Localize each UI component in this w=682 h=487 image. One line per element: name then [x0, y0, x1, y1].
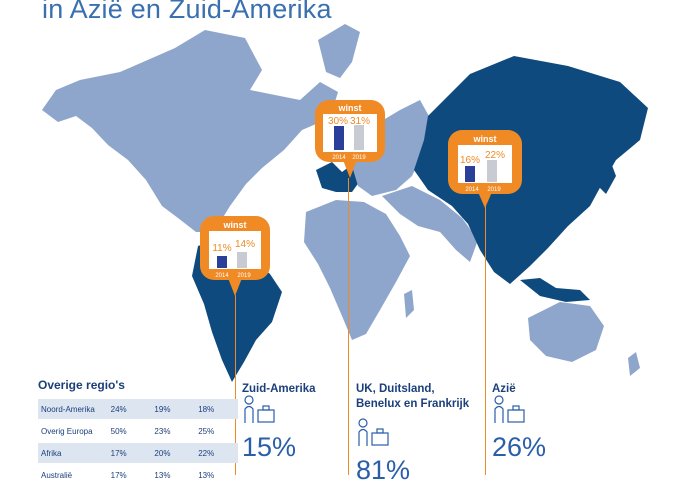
value-c: 13%: [198, 470, 215, 480]
callout-europe-year2: 2019: [352, 155, 366, 161]
world-map: [42, 24, 648, 382]
table-row: Noord-Amerika 24% 19% 18%: [38, 399, 238, 419]
region-name: Afrika: [41, 448, 62, 458]
callout-europe: winst 30% 31% 2014 2019: [315, 100, 385, 178]
value-b: 20%: [154, 448, 171, 458]
traveler-icon: [358, 418, 389, 446]
callout-europe-2014-value: 30%: [328, 116, 348, 127]
value-a: 24%: [110, 404, 127, 414]
japan: [598, 160, 616, 194]
africa: [304, 200, 410, 340]
north-america: [42, 30, 338, 232]
callout-stem-samerica: [235, 295, 236, 475]
asia: [414, 56, 648, 284]
traveler-icon: [244, 395, 275, 423]
callout-stem-asia: [485, 205, 486, 475]
callout-samerica-2014-value: 11%: [212, 243, 231, 254]
table-header: Overige regio's: [38, 378, 125, 392]
region-name: Noord-Amerika: [41, 404, 95, 414]
callout-asia-2019-value: 22%: [485, 150, 505, 161]
column-title: Azië: [492, 383, 516, 395]
column-south-america: Zuid-Amerika 15%: [242, 382, 316, 463]
value-c: 18%: [198, 404, 215, 414]
value-b: 23%: [154, 426, 171, 436]
callout-europe-year1: 2014: [332, 155, 346, 161]
table-row: Overig Europa 50% 23% 25%: [38, 421, 238, 441]
value-a: 17%: [110, 470, 127, 480]
australia: [528, 302, 604, 362]
value-b: 19%: [154, 404, 171, 414]
value-c: 22%: [198, 448, 215, 458]
callout-asia-2014-value: 16%: [460, 155, 480, 166]
column-title-line2: Benelux en Frankrijk: [356, 398, 470, 410]
column-europe: UK, Duitsland, Benelux en Frankrijk 81%: [356, 382, 469, 486]
callout-europe-label: winst: [337, 103, 361, 113]
indonesia: [520, 278, 590, 302]
region-name: Overig Europa: [41, 426, 93, 436]
callout-samerica-label: winst: [222, 220, 246, 230]
callout-samerica-2019-value: 14%: [235, 239, 255, 250]
column-title: Zuid-Amerika: [242, 383, 316, 395]
column-percent: 26%: [492, 432, 547, 462]
callout-europe-2019-value: 31%: [350, 116, 370, 127]
value-a: 50%: [110, 426, 127, 436]
callout-asia-label: winst: [472, 134, 496, 144]
madagascar: [404, 290, 414, 318]
callout-stem-europe: [348, 178, 349, 475]
callout-samerica: winst 11% 14% 2014 2019: [200, 216, 270, 296]
table-row: Afrika 17% 20% 22%: [38, 443, 238, 463]
callout-samerica-year1: 2014: [215, 273, 229, 279]
value-a: 17%: [110, 448, 127, 458]
callout-asia: winst 16% 22% 2014 2019: [448, 130, 522, 208]
callout-asia-year1: 2014: [465, 187, 479, 193]
column-percent: 15%: [242, 432, 297, 462]
column-percent: 81%: [356, 455, 411, 485]
page-title: in Azië en Zuid-Amerika: [42, 0, 332, 24]
column-title: UK, Duitsland,: [356, 383, 435, 395]
value-c: 25%: [198, 426, 215, 436]
middle-east: [382, 186, 478, 262]
value-b: 13%: [154, 470, 171, 480]
traveler-icon: [494, 395, 525, 423]
region-name: Australië: [41, 470, 73, 480]
column-asia: Azië 26%: [492, 382, 546, 463]
other-regions-table: Overige regio's Noord-Amerika 24% 19% 18…: [38, 378, 238, 487]
callout-samerica-year2: 2019: [237, 273, 251, 279]
new-zealand: [628, 352, 640, 376]
greenland: [318, 24, 360, 78]
table-row: Australië 17% 13% 13%: [38, 465, 238, 485]
callout-asia-year2: 2019: [487, 187, 501, 193]
